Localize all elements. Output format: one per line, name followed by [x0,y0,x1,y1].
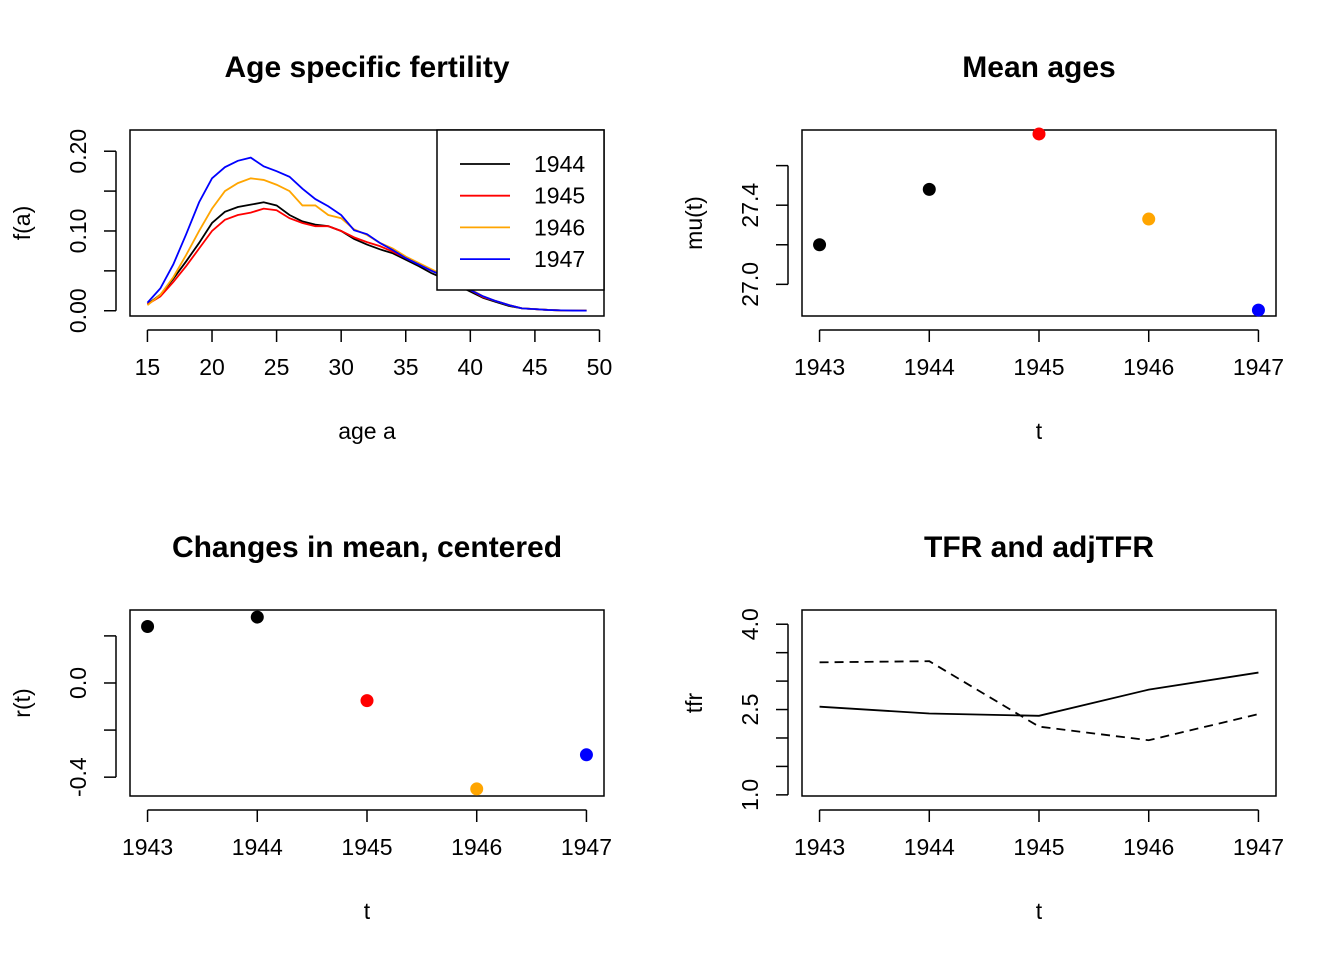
data-point-1945 [360,694,374,708]
x-axis: 1943 1944 1945 1946 1947 [122,809,612,860]
x-tick-label: 1944 [904,834,955,860]
data-point-1944 [250,610,264,624]
panel-mean-ages: Mean ages 1943 1944 1945 1946 1947 27.027.4 … [681,51,1284,444]
x-axis: 1943 1944 1945 1946 1947 [794,809,1284,860]
x-tick-label: 50 [587,354,613,380]
x-tick-label: 1946 [1123,834,1174,860]
y-tick-label: -0.4 [65,757,91,797]
y-tick-label: 0.20 [65,129,91,174]
x-axis-label: t [1036,898,1043,924]
x-tick-label: 1947 [561,834,612,860]
chart-title: TFR and adjTFR [924,531,1154,564]
x-tick-label: 1946 [451,834,502,860]
x-tick-label: 30 [328,354,354,380]
data-point-1943 [813,238,827,252]
series-line-1947 [146,156,587,312]
legend-entries: 1944 1945 1946 1947 [460,151,585,272]
plot-frame [129,609,605,797]
x-tick-label: 1944 [904,354,955,380]
data-point-1946 [1142,212,1156,226]
plot-frame [801,129,1277,317]
plot-frame [801,609,1277,797]
series-line-dashed [819,660,1259,742]
panel-age-specific-fertility: Age specific fertility 15 20 25 30 35 40 45 50 … [9,51,612,444]
y-tick-label: 0.00 [65,288,91,333]
x-tick-label: 1945 [341,834,392,860]
y-axis-label: f(a) [9,206,35,241]
y-axis-label: r(t) [9,688,35,717]
x-axis-label: age a [338,418,396,444]
legend-box [436,129,605,291]
y-axis: 0.00 0.10 0.20 [65,129,117,333]
x-axis: 15 20 25 30 35 40 45 50 [135,329,613,380]
y-axis: 27.0 27.4 [737,164,789,307]
x-tick-label: 1947 [1233,354,1284,380]
series-lines [819,660,1259,742]
x-tick-label: 1945 [1013,834,1064,860]
y-axis-label: mu(t) [681,196,707,250]
x-tick-label: 40 [458,354,484,380]
data-point-1947 [579,748,593,762]
y-axis: 1.0 2.5 4.0 [737,608,789,811]
panel-tfr-adjtfr: TFR and adjTFR 1943 1944 1945 1946 1947 1.0 2… [681,531,1284,924]
x-tick-label: 15 [135,354,161,380]
data-point-1943 [141,619,155,633]
x-tick-label: 25 [264,354,290,380]
x-tick-label: 45 [522,354,548,380]
panel-changes-in-mean: Changes in mean, centered 1943 1944 1945 19… [9,531,612,924]
data-point-1945 [1032,127,1046,141]
y-axis: -0.4 0.0 [65,635,117,797]
y-tick-label: 1.0 [737,779,763,811]
x-tick-label: 1943 [794,354,845,380]
y-tick-label: 0.0 [65,667,91,699]
legend-label: 1944 [534,151,585,177]
x-tick-label: 1946 [1123,354,1174,380]
y-tick-label: 27.4 [737,183,763,228]
chart-title: Age specific fertility [224,51,509,84]
data-point-1947 [1251,303,1265,317]
x-axis-label: t [1036,418,1043,444]
legend-label: 1947 [534,246,585,272]
x-tick-label: 1945 [1013,354,1064,380]
y-tick-label: 4.0 [737,608,763,640]
data-point-1944 [922,182,936,196]
x-tick-label: 35 [393,354,419,380]
data-point-1946 [470,782,484,796]
series-lines [146,156,587,312]
x-tick-label: 1943 [122,834,173,860]
series-points [141,610,593,796]
legend-label: 1945 [534,183,585,209]
x-tick-label: 20 [199,354,225,380]
legend-label: 1946 [534,214,585,240]
legend: 1944 1945 1946 1947 [436,129,605,291]
chart-title: Changes in mean, centered [172,531,562,564]
x-axis: 1943 1944 1945 1946 1947 [794,329,1284,380]
y-tick-label: 2.5 [737,694,763,726]
y-tick-label: 0.10 [65,209,91,254]
x-tick-label: 1947 [1233,834,1284,860]
series-line-solid [819,671,1259,717]
x-axis-label: t [364,898,371,924]
y-tick-label: 27.0 [737,262,763,307]
x-tick-label: 1943 [794,834,845,860]
y-axis-label: tfr [681,692,707,713]
chart-title: Mean ages [962,51,1115,84]
x-tick-label: 1944 [232,834,283,860]
series-points [813,127,1265,317]
